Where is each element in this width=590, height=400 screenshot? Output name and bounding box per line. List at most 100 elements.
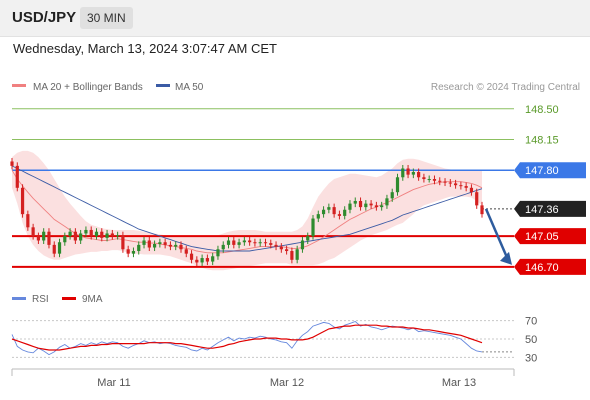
candle-body (137, 244, 141, 252)
candle-body (168, 244, 173, 247)
candle-body (263, 242, 268, 244)
ma20-legend-swatch (12, 84, 26, 87)
price-label-147-36: 147.36 (525, 204, 559, 216)
candle-body (248, 240, 252, 243)
candle-body (68, 231, 72, 237)
candle-body (142, 240, 146, 245)
bollinger-legend-label: MA 20 + Bollinger Bands (33, 82, 143, 93)
candle-body (15, 165, 19, 188)
rsi-tick-70: 70 (525, 316, 537, 328)
forecast-arrow-head (500, 251, 512, 265)
ma9-legend-label: 9MA (82, 294, 103, 305)
candle-body (52, 244, 56, 254)
candle-body (337, 214, 342, 216)
candle-body (269, 243, 273, 245)
rsi-line (11, 320, 483, 356)
ma50-legend-label: MA 50 (175, 82, 204, 93)
price-tag-147-36 (514, 200, 586, 217)
candle-body (332, 207, 336, 215)
candle-body (31, 227, 35, 237)
candle-body (20, 187, 25, 215)
candle-body (348, 203, 352, 210)
candle-body (10, 161, 14, 166)
candle-body (126, 249, 130, 254)
price-label-148-50: 148.50 (525, 104, 559, 116)
candle-body (438, 180, 442, 182)
candle-body (374, 205, 378, 208)
candle-body (47, 231, 51, 245)
ma50-line (11, 165, 483, 252)
x-axis: Mar 11 Mar 12 Mar 13 (11, 368, 515, 389)
candle-body (100, 231, 104, 238)
candle-body (189, 253, 194, 260)
candle-body (285, 249, 289, 252)
candle-body (147, 240, 151, 248)
rsi-panel: 70 50 30 (11, 316, 537, 364)
rsi-tick-50: 50 (525, 334, 537, 346)
candle-body (89, 229, 93, 237)
candle-body (295, 249, 299, 260)
candle-body (205, 258, 209, 262)
candle-body (464, 186, 468, 188)
candle-body (36, 236, 41, 241)
candle-body (195, 259, 199, 263)
candle-body (26, 214, 30, 228)
candle-body (110, 233, 114, 237)
candle-body (237, 242, 241, 245)
candle-body (364, 203, 368, 208)
candle-body (226, 240, 231, 245)
candle-body (385, 198, 389, 206)
candle-body (327, 207, 331, 210)
chart-header: USD/JPY 30 MIN (0, 0, 590, 37)
candle-body (73, 231, 77, 241)
rsi-legend-swatch (12, 297, 26, 300)
candle-body (395, 177, 400, 193)
candle-body (57, 242, 62, 254)
candle-body (321, 209, 326, 215)
candle-body (63, 236, 67, 243)
candle-body (475, 192, 479, 206)
candle-body (311, 218, 315, 237)
candle-body (459, 185, 463, 187)
x-tick-label: Mar 11 (97, 377, 130, 389)
candle-body (174, 244, 178, 247)
candle-body (316, 214, 320, 219)
candle-body (121, 235, 125, 250)
rsi-legend-label: RSI (32, 294, 49, 305)
candle-body (253, 242, 257, 244)
credit-label: Research © 2024 Trading Central (431, 82, 580, 93)
x-tick-label: Mar 12 (270, 377, 304, 389)
price-label-148-15: 148.15 (525, 135, 559, 147)
price-tag-147-80 (514, 162, 586, 179)
candle-body (242, 240, 246, 243)
price-label-146-70: 146.70 (525, 262, 559, 274)
candle-body (131, 251, 136, 254)
candle-body (453, 183, 458, 186)
candle-body (480, 205, 484, 215)
candle-body (116, 235, 120, 237)
interval-button[interactable]: 30 MIN (80, 7, 133, 29)
candle-body (179, 244, 183, 250)
candle-body (184, 249, 188, 254)
candle-body (300, 240, 305, 250)
candle-body (152, 244, 157, 248)
price-label-147-80: 147.80 (525, 165, 559, 177)
candle-body (274, 244, 278, 247)
candle-body (401, 168, 405, 178)
candle-body (353, 200, 357, 204)
candle-body (406, 168, 410, 175)
candle-body (369, 203, 373, 206)
candle-body (42, 231, 46, 241)
candle-body (158, 242, 162, 244)
ma20-line (11, 169, 483, 254)
x-tick-label: Mar 13 (442, 377, 476, 389)
price-label-147-05: 147.05 (525, 231, 559, 243)
timestamp: Wednesday, March 13, 2024 3:07:47 AM CET (13, 41, 277, 56)
candle-body (258, 242, 262, 244)
candle-body (290, 251, 294, 260)
price-panel: 148.50 148.15 147.80 147.36 147.05 146.70 (10, 104, 586, 275)
rsi-tick-30: 30 (525, 352, 537, 364)
candle-body (79, 233, 83, 241)
candle-body (358, 200, 363, 208)
